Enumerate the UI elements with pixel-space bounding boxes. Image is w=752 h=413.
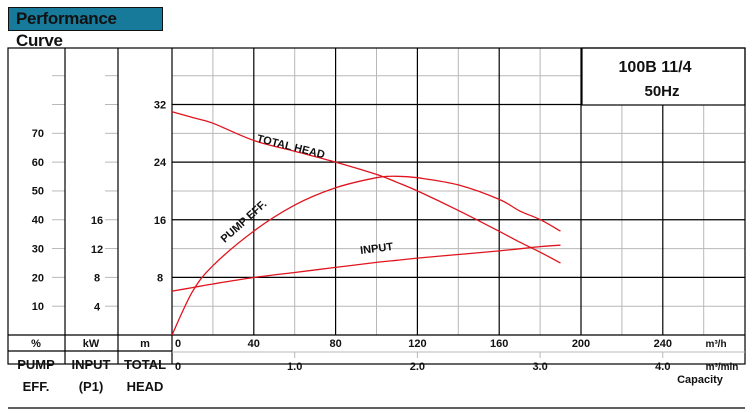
chart-frame (7, 47, 746, 409)
eff-tick-label: 40 (32, 215, 44, 227)
eff-axis-title: PUMP (17, 357, 55, 372)
head-tick-label: 24 (154, 157, 167, 169)
total-head-label: TOTAL HEAD (255, 133, 326, 162)
input-tick-label: 16 (91, 215, 103, 227)
m3h-tick-label: 0 (175, 338, 181, 350)
head-axis-title: TOTAL (124, 357, 166, 372)
eff-tick-label: 50 (32, 186, 44, 198)
eff-tick-label: 30 (32, 243, 44, 255)
eff-tick-label: 70 (32, 128, 44, 140)
m3min-tick-label: 3.0 (532, 361, 547, 373)
head-axis-title-2: HEAD (127, 379, 164, 394)
eff-tick-label: 20 (32, 272, 44, 284)
input-curve (171, 244, 561, 292)
m3min-unit-label: m³/min (706, 362, 739, 373)
m3h-tick-label: 40 (248, 338, 260, 350)
m3h-tick-label: 160 (490, 338, 508, 350)
m3h-tick-label: 120 (408, 338, 426, 350)
m3h-tick-label: 200 (572, 338, 590, 350)
pump-eff-curve (171, 175, 561, 336)
input-tick-label: 12 (91, 244, 103, 256)
m3h-tick-label: 240 (654, 338, 672, 350)
input-label: INPUT (360, 241, 394, 257)
performance-curves (171, 111, 561, 336)
eff-tick-label: 10 (32, 301, 44, 313)
eff-axis-title-2: EFF. (23, 379, 50, 394)
total-head-curve (171, 111, 561, 264)
head-tick-label: 32 (154, 100, 166, 112)
input-tick-label: 4 (94, 301, 101, 313)
page-title: Performance Curve (8, 7, 163, 50)
model-name: 100B 11/4 (619, 59, 692, 76)
m3min-tick-label: 4.0 (655, 361, 670, 373)
eff-tick-label: 60 (32, 157, 44, 169)
head-tick-label: 16 (154, 215, 166, 227)
m3h-unit-label: m³/h (705, 339, 726, 350)
m3min-tick-label: 2.0 (410, 361, 425, 373)
capacity-caption: Capacity (677, 374, 724, 386)
head-tick-label: 8 (157, 272, 163, 284)
eff-unit-label: % (31, 338, 41, 350)
model-frequency: 50Hz (644, 83, 679, 100)
chart-labels: 70 60 50 40 30 20 10 16 12 8 4 32 24 16 8% kW m PUMP EFF. I… (17, 59, 738, 394)
head-unit-label: m (140, 338, 150, 350)
m3min-tick-label: 1.0 (287, 361, 302, 373)
m3h-tick-label: 80 (329, 338, 341, 350)
m3min-tick-label: 0 (175, 361, 181, 373)
input-tick-label: 8 (94, 273, 100, 285)
input-axis-title-2: (P1) (79, 379, 104, 394)
input-axis-title: INPUT (72, 357, 111, 372)
input-unit-label: kW (83, 338, 100, 350)
